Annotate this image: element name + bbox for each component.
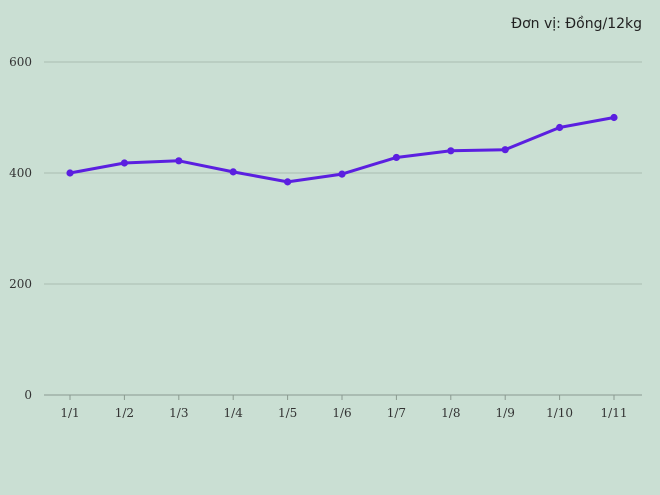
x-tick-label: 1/5 — [278, 406, 297, 420]
x-tick-label: 1/1 — [60, 406, 79, 420]
x-tick-label: 1/10 — [546, 406, 573, 420]
data-point — [338, 170, 346, 178]
x-tick-label: 1/8 — [441, 406, 460, 420]
x-tick-label: 1/7 — [387, 406, 406, 420]
axis-layer: 0 200 400 600 1/1 1/2 1/3 1/4 1/5 1/6 1/7 1/8 1/9 1/1… — [9, 55, 642, 420]
x-tick-label: 1/9 — [496, 406, 515, 420]
data-point — [501, 146, 509, 154]
y-tick-label: 400 — [9, 166, 32, 180]
data-point — [392, 153, 400, 162]
data-point — [284, 178, 292, 186]
unit-label: Đơn vị: Đồng/12kg — [511, 16, 642, 32]
data-point — [447, 147, 455, 155]
data-point — [610, 113, 618, 122]
data-point — [556, 123, 564, 132]
data-point — [66, 169, 74, 177]
y-tick-label: 0 — [24, 388, 32, 402]
data-point — [229, 168, 237, 176]
y-tick-label: 600 — [9, 55, 32, 69]
y-tick-label: 200 — [9, 277, 32, 291]
x-tick-label: 1/2 — [115, 406, 134, 420]
x-tick-label: 1/3 — [169, 406, 188, 420]
x-tick-label: 1/11 — [601, 406, 628, 420]
data-point — [120, 159, 128, 167]
data-point — [175, 157, 183, 165]
series-layer — [66, 113, 618, 186]
x-tick-label: 1/6 — [332, 406, 351, 420]
x-tick-label: 1/4 — [224, 406, 244, 420]
